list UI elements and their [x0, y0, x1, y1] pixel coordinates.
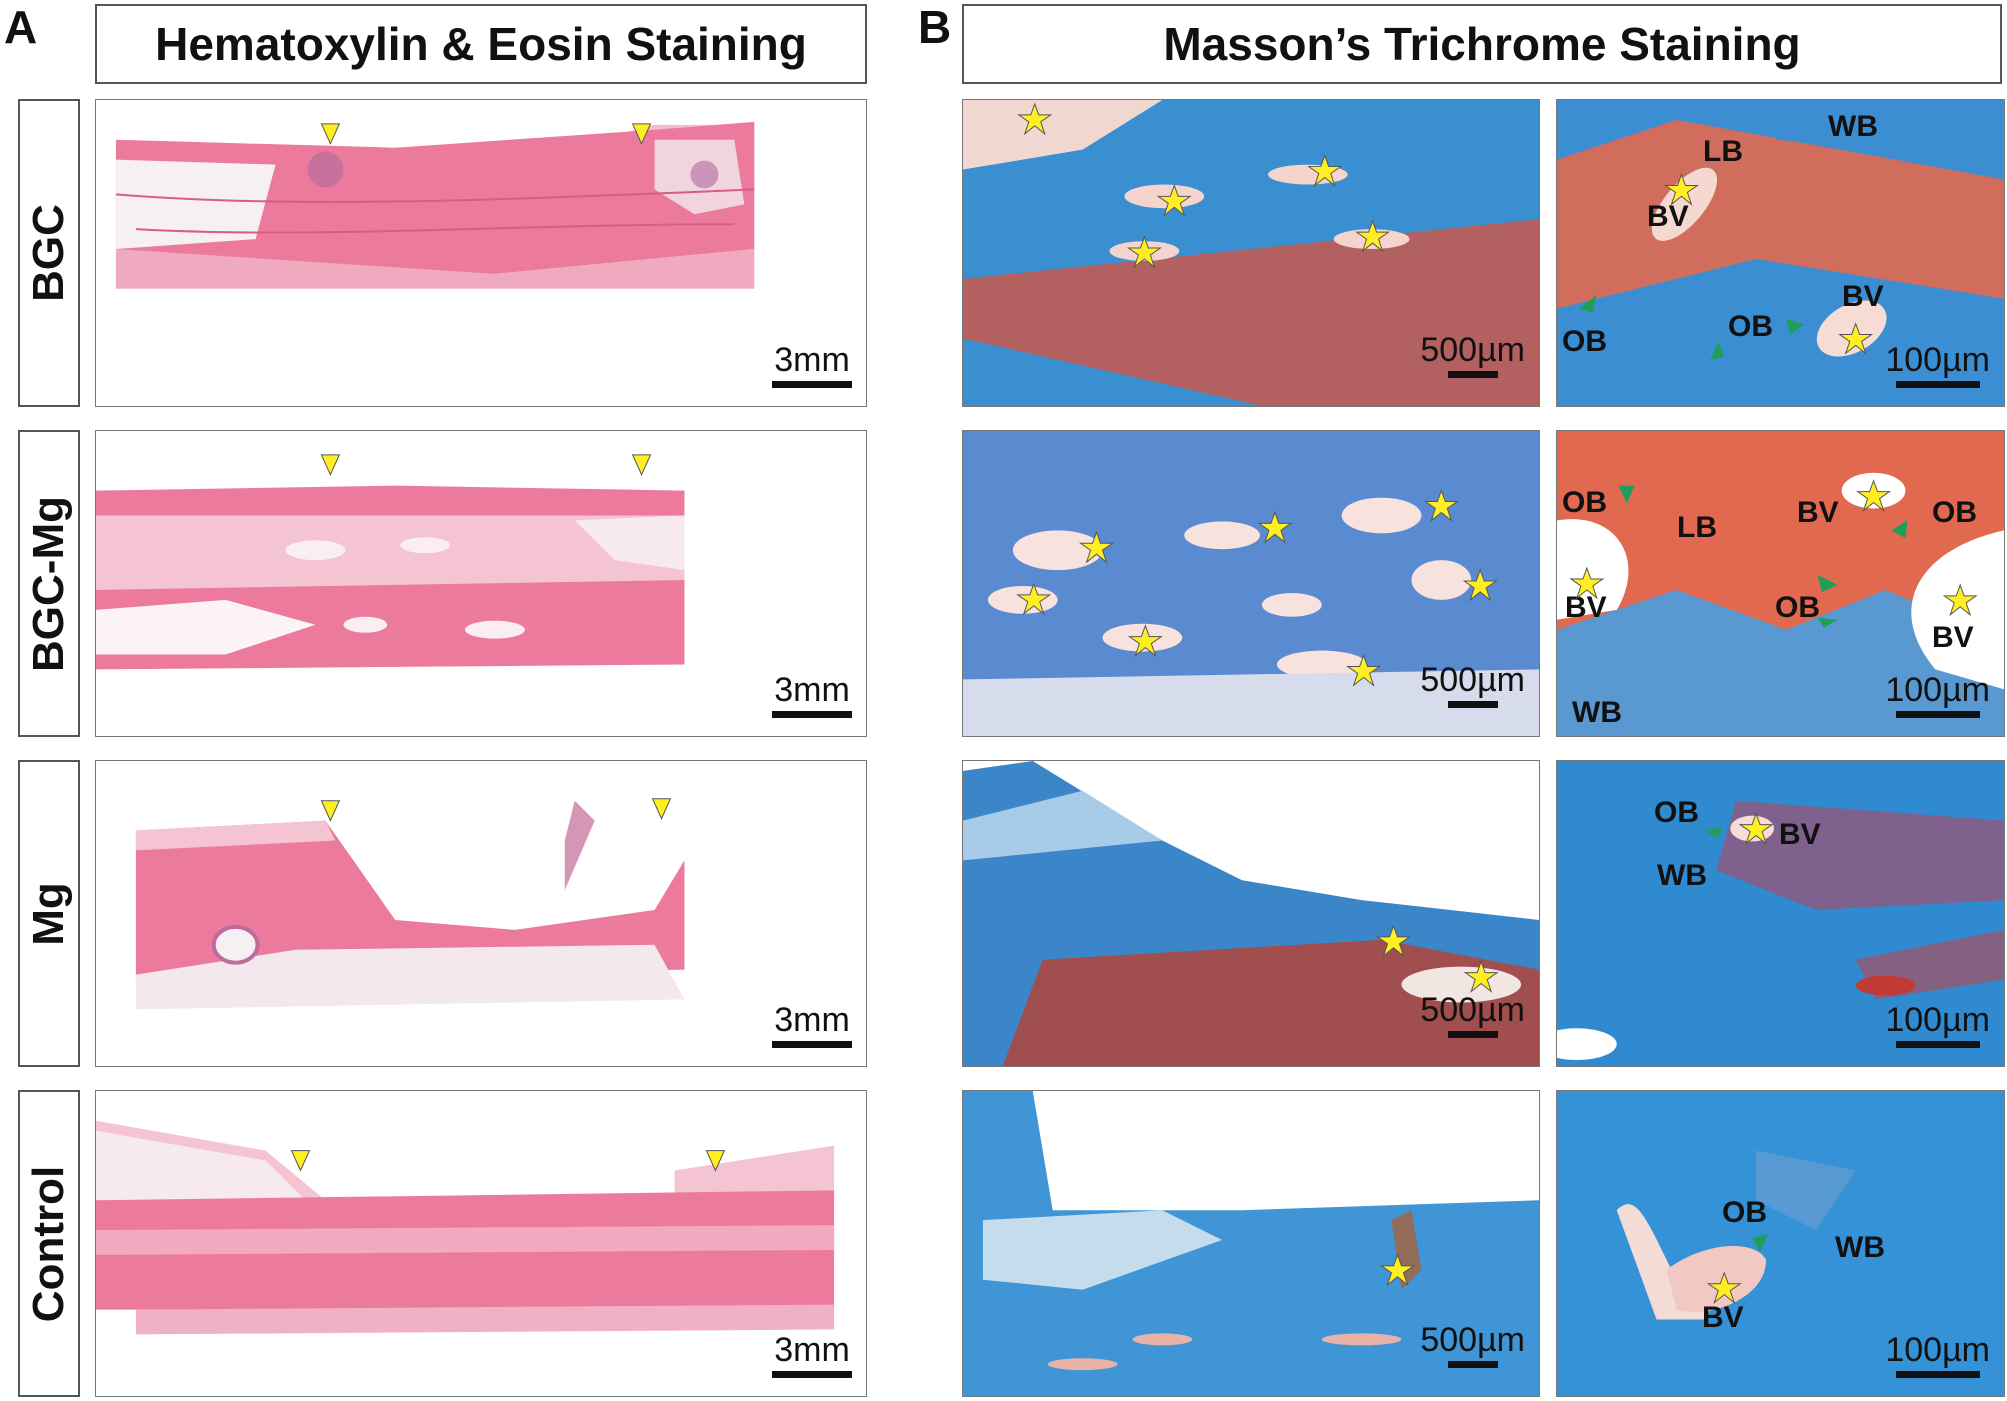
- label-wb: WB: [1572, 696, 1622, 729]
- mt-low-image-mg: 500µm: [962, 760, 1540, 1067]
- label-bv: BV: [1565, 591, 1607, 624]
- scale-bar: 500µm: [1420, 663, 1525, 708]
- label-ob: OB: [1775, 591, 1820, 624]
- row-label-control: Control: [18, 1090, 80, 1397]
- label-ob: OB: [1722, 1196, 1767, 1229]
- label-lb: LB: [1677, 511, 1717, 544]
- row-label-bgc: BGC: [18, 99, 80, 407]
- row-label-bgc-mg: BGC-Mg: [18, 430, 80, 737]
- scale-bar: 3mm: [772, 1003, 852, 1048]
- row-label-mg: Mg: [18, 760, 80, 1067]
- scale-bar: 100µm: [1885, 1003, 1990, 1048]
- scale-bar: 100µm: [1885, 343, 1990, 388]
- label-bv: BV: [1647, 200, 1689, 233]
- label-ob: OB: [1562, 486, 1607, 519]
- label-bv: BV: [1702, 1301, 1744, 1334]
- mt-high-image-mg: OB BV WB 100µm: [1556, 760, 2005, 1067]
- label-bv: BV: [1797, 496, 1839, 529]
- he-image-bgc: 3mm: [95, 99, 867, 407]
- he-image-bgc-mg: 3mm: [95, 430, 867, 737]
- label-ob: OB: [1562, 325, 1607, 358]
- label-wb: WB: [1835, 1231, 1885, 1264]
- mt-high-image-control: OB WB BV 100µm: [1556, 1090, 2005, 1397]
- label-ob: OB: [1654, 796, 1699, 829]
- scale-bar: 500µm: [1420, 333, 1525, 378]
- label-bv: BV: [1779, 818, 1821, 851]
- scale-bar: 3mm: [772, 1333, 852, 1378]
- label-lb: LB: [1703, 135, 1743, 168]
- mt-high-image-bgc: LB WB BV BV OB OB 100µm: [1556, 99, 2005, 407]
- panel-a-title: Hematoxylin & Eosin Staining: [95, 4, 867, 84]
- label-bv: BV: [1842, 280, 1884, 313]
- mt-low-image-control: 500µm: [962, 1090, 1540, 1397]
- scale-bar: 100µm: [1885, 673, 1990, 718]
- label-wb: WB: [1828, 110, 1878, 143]
- scale-bar: 3mm: [772, 673, 852, 718]
- scale-bar: 100µm: [1885, 1333, 1990, 1378]
- he-image-mg: 3mm: [95, 760, 867, 1067]
- he-image-control: 3mm: [95, 1090, 867, 1397]
- mt-high-image-bgc-mg: OB LB BV OB BV OB BV WB 100µm: [1556, 430, 2005, 737]
- panel-a-letter: A: [4, 1, 38, 53]
- mt-low-image-bgc: 500µm: [962, 99, 1540, 407]
- scale-bar: 500µm: [1420, 993, 1525, 1038]
- scale-bar: 3mm: [772, 343, 852, 388]
- label-ob: OB: [1728, 310, 1773, 343]
- label-ob: OB: [1932, 496, 1977, 529]
- label-wb: WB: [1657, 859, 1707, 892]
- panel-b-letter: B: [918, 1, 952, 53]
- label-bv: BV: [1932, 621, 1974, 654]
- scale-bar: 500µm: [1420, 1323, 1525, 1368]
- mt-low-image-bgc-mg: 500µm: [962, 430, 1540, 737]
- panel-b-title: Masson’s Trichrome Staining: [962, 4, 2002, 84]
